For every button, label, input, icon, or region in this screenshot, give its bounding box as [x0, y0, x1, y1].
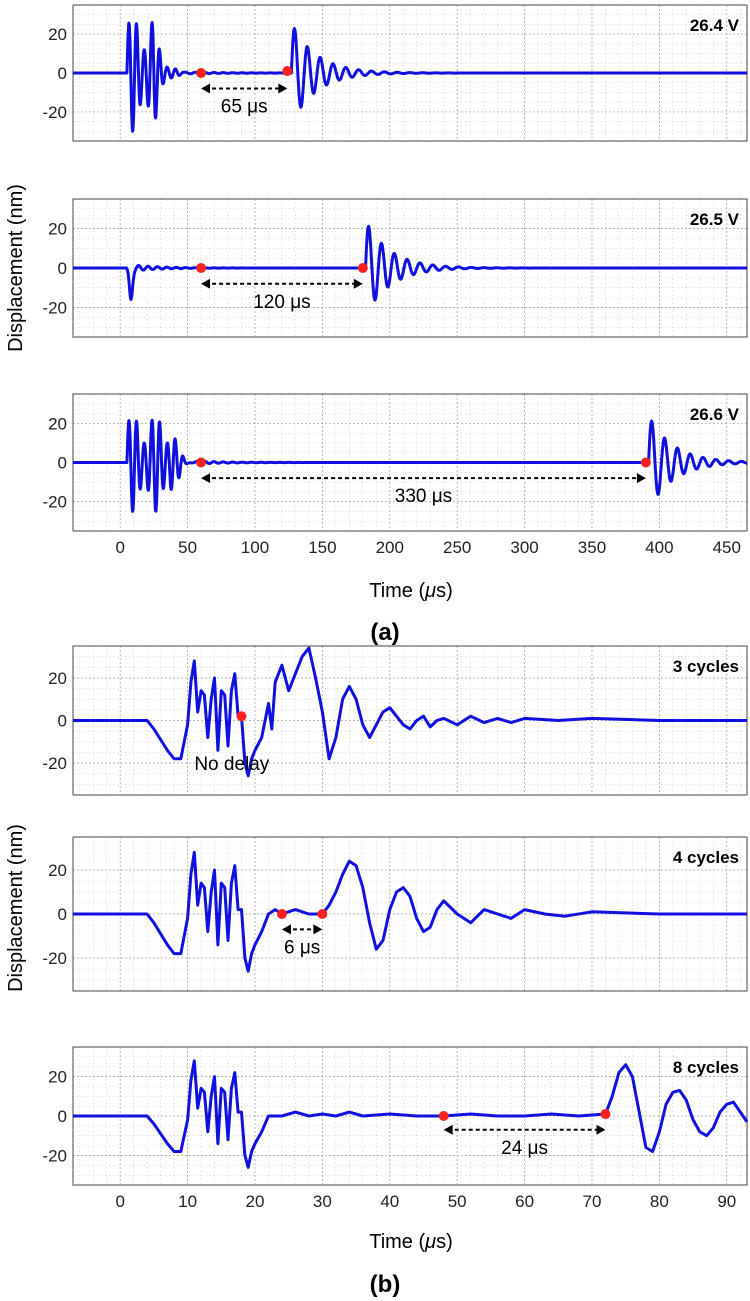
subplots-layer: -20 0 20 65 μs 26.4 V -20 0 20 120 μs 26.5 V -20 0 2…: [42, 4, 749, 1211]
x-tick-label: 350: [578, 538, 606, 557]
x-tick-label: 100: [241, 538, 269, 557]
signal-series: [73, 1059, 749, 1169]
marker-point: [357, 263, 368, 273]
condition-label: 4 cycles: [673, 848, 739, 867]
marker-point: [196, 263, 207, 273]
panel-label-a: (a): [370, 619, 399, 646]
interval-label: 65 μs: [221, 97, 268, 118]
y-tick-label: -20: [42, 949, 67, 968]
marker-point: [438, 1111, 449, 1121]
y-tick-label: 0: [58, 712, 67, 731]
y-tick-label: 0: [58, 1107, 67, 1126]
subplot-4: -20 0 20 No delay 3 cycles: [42, 645, 748, 796]
marker-point: [282, 66, 293, 77]
x-tick-label: 30: [313, 1192, 332, 1211]
y-tick-label: -20: [42, 493, 67, 512]
xlabel-a-suffix: s): [436, 580, 453, 602]
y-tick-label: 20: [48, 220, 67, 239]
x-tick-label: 50: [448, 1192, 467, 1211]
x-tick-label: 50: [178, 538, 197, 557]
arrowhead-right: [278, 83, 288, 94]
condition-label: 3 cycles: [673, 657, 739, 676]
condition-label: 26.5 V: [690, 210, 740, 229]
y-tick-label: 0: [58, 64, 67, 83]
x-tick-label: 80: [650, 1192, 669, 1211]
y-tick-label: 20: [48, 669, 67, 688]
arrowhead-left: [201, 278, 211, 289]
x-tick-label: 40: [380, 1192, 399, 1211]
ylabel-b: Displacement (nm): [5, 824, 27, 992]
x-tick-label: 250: [443, 538, 471, 557]
marker-point: [236, 711, 247, 722]
y-tick-label: 20: [48, 861, 67, 880]
y-tick-label: 20: [48, 414, 67, 433]
xlabel-b-unit: μ: [424, 1231, 436, 1253]
subplot-2: -20 0 20 120 μs 26.5 V: [42, 198, 749, 338]
y-tick-label: -20: [42, 754, 67, 773]
x-tick-label: 300: [510, 538, 538, 557]
x-tick-label: 20: [246, 1192, 265, 1211]
x-tick-label: 0: [115, 1192, 124, 1211]
y-tick-label: 0: [58, 454, 67, 473]
arrowhead-left: [281, 924, 291, 935]
x-tick-label: 450: [713, 538, 741, 557]
x-tick-label: 400: [645, 538, 673, 557]
marker-point: [196, 457, 207, 468]
annotation-label: No delay: [194, 754, 269, 775]
interval-label: 6 μs: [284, 937, 320, 958]
x-tick-label: 0: [115, 538, 124, 557]
arrowhead-right: [596, 1124, 606, 1135]
subplot-1: -20 0 20 65 μs 26.4 V: [42, 4, 749, 142]
xlabel-a-unit: μ: [424, 580, 436, 602]
signal-series: [73, 850, 747, 973]
y-tick-label: -20: [42, 1146, 67, 1165]
subplot-5: -20 0 20 6 μs 4 cycles: [42, 836, 748, 992]
signal-series: [71, 418, 749, 513]
condition-label: 8 cycles: [673, 1058, 739, 1077]
subplot-6: -20 0 20 0 10 20 30 40 50 60 70 80 90 24 μs 8 cycles: [42, 1046, 749, 1211]
arrowhead-right: [313, 924, 323, 935]
xlabel-a-prefix: Time (: [369, 580, 425, 602]
marker-point: [317, 909, 328, 919]
marker-point: [276, 909, 287, 919]
y-tick-label: 0: [58, 259, 67, 278]
condition-label: 26.6 V: [690, 405, 740, 424]
x-tick-label: 90: [717, 1192, 736, 1211]
x-tick-label: 10: [178, 1192, 197, 1211]
x-tick-label: 150: [308, 538, 336, 557]
panel-label-b: (b): [370, 1271, 401, 1298]
signal-series: [71, 21, 749, 133]
arrowhead-left: [201, 83, 211, 94]
condition-label: 26.4 V: [690, 16, 740, 35]
xlabel-b-suffix: s): [436, 1231, 453, 1253]
arrowhead-right: [636, 473, 646, 484]
y-tick-label: 20: [48, 25, 67, 44]
y-tick-label: 0: [58, 905, 67, 924]
xlabel-b-prefix: Time (: [369, 1231, 425, 1253]
xlabel-a: Time (μs): [369, 580, 453, 602]
y-tick-label: -20: [42, 103, 67, 122]
x-tick-label: 60: [515, 1192, 534, 1211]
x-tick-label: 70: [583, 1192, 602, 1211]
y-tick-label: 20: [48, 1068, 67, 1087]
interval-label: 330 μs: [395, 486, 452, 507]
xlabel-b: Time (μs): [369, 1231, 453, 1253]
marker-point: [600, 1109, 611, 1120]
y-tick-label: -20: [42, 298, 67, 317]
interval-label: 120 μs: [253, 292, 310, 313]
marker-point: [640, 457, 651, 468]
ylabel-a: Displacement (nm): [5, 184, 27, 352]
x-tick-label: 200: [376, 538, 404, 557]
arrowhead-left: [443, 1124, 453, 1135]
arrowhead-left: [201, 473, 211, 484]
marker-point: [196, 68, 207, 78]
signal-series: [73, 646, 747, 778]
signal-series: [71, 224, 749, 302]
interval-label: 24 μs: [501, 1138, 548, 1159]
arrowhead-right: [353, 278, 363, 289]
